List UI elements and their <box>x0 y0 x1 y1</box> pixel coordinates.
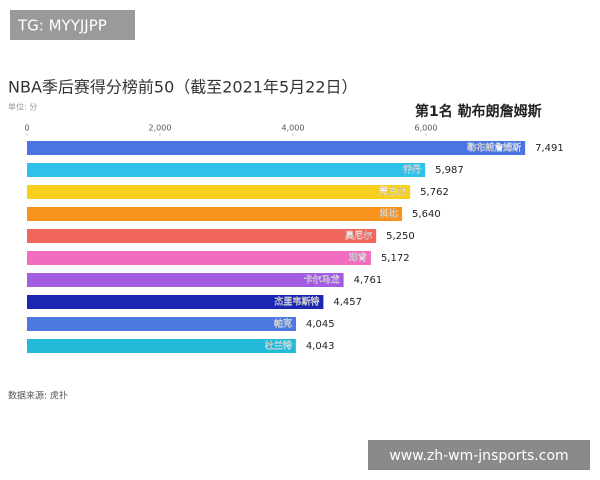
category-label: 帕克 <box>274 318 292 330</box>
chart-title: NBA季后赛得分榜前50（截至2021年5月22日） <box>8 78 358 97</box>
bar <box>27 185 411 199</box>
bar <box>27 229 377 243</box>
value-label: 4,457 <box>333 297 362 308</box>
category-label: 邓肯 <box>349 252 367 264</box>
bar <box>27 207 403 221</box>
x-tick-label: 4,000 <box>282 124 305 133</box>
watermark-box <box>10 10 135 40</box>
value-label: 5,172 <box>381 253 410 264</box>
bar <box>27 163 426 177</box>
value-label: 5,250 <box>386 231 415 242</box>
source: 数据来源: 虎扑 <box>8 390 68 402</box>
value-label: 4,043 <box>306 341 335 352</box>
category-label: 奥尼尔 <box>345 230 372 242</box>
value-label: 5,762 <box>420 187 449 198</box>
bar <box>27 273 344 287</box>
category-label: 勒布朗詹姆斯 <box>467 142 521 154</box>
bar <box>27 295 324 309</box>
category-label: 卡尔马龙 <box>304 274 340 286</box>
bar <box>27 339 296 353</box>
value-label: 7,491 <box>535 143 564 154</box>
category-label: 乔丹 <box>403 164 421 176</box>
category-label: 杰里韦斯特 <box>274 296 319 308</box>
x-tick-label: 6,000 <box>415 124 438 133</box>
bar <box>27 317 296 331</box>
category-label: 杜兰特 <box>265 340 292 352</box>
x-tick-label: 2,000 <box>149 124 172 133</box>
bar <box>27 141 526 155</box>
highlight: 第1名 勒布朗詹姆斯 <box>415 103 542 120</box>
bar <box>27 251 371 265</box>
value-label: 4,761 <box>354 275 383 286</box>
category-label: 贾巴尔 <box>379 186 406 198</box>
footer-watermark-box <box>368 440 590 470</box>
x-tick-label: 0 <box>24 124 29 133</box>
footer-watermark: www.zh-wm-jnsports.com <box>389 448 568 464</box>
value-label: 4,045 <box>306 319 335 330</box>
watermark: TG: MYYJJPP <box>17 17 107 35</box>
value-label: 5,987 <box>435 165 464 176</box>
category-label: 科比 <box>380 208 398 220</box>
unit-label: 单位: 分 <box>8 102 37 112</box>
value-label: 5,640 <box>412 209 441 220</box>
